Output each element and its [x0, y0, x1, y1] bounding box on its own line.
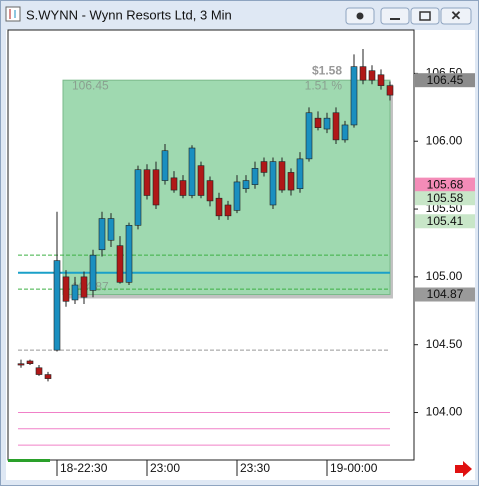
price-tag-label: 106.45: [427, 73, 464, 87]
candle-body: [377, 74, 385, 86]
candle-body: [107, 218, 115, 241]
price-tag: [415, 73, 475, 88]
candle-body: [206, 180, 214, 202]
price-tag: [415, 287, 475, 302]
candle-body: [134, 169, 142, 226]
candle-body: [251, 168, 259, 185]
candle-body: [26, 360, 34, 364]
candle-body: [188, 147, 196, 196]
x-tick-label: 18-22:30: [60, 461, 108, 475]
candle-body: [116, 245, 124, 283]
candle-body: [341, 124, 349, 141]
minimize-button[interactable]: [380, 7, 410, 25]
candle-body: [260, 161, 268, 173]
candle-body: [305, 112, 313, 160]
candle-body: [152, 169, 160, 206]
candle-body: [368, 70, 376, 81]
candle-body: [215, 197, 223, 217]
price-tag-label: 105.68: [427, 177, 464, 191]
price-tag-label: 104.87: [427, 287, 464, 301]
measure-change: $1.58: [312, 63, 342, 77]
scroll-arrow[interactable]: [455, 461, 472, 477]
candle-body: [125, 225, 133, 283]
y-tick-label: 106.00: [426, 133, 463, 147]
candle-body: [359, 66, 367, 81]
y-tick-label: 104.50: [426, 337, 463, 351]
candle-body: [53, 260, 61, 351]
candle-body: [386, 85, 394, 96]
price-tag: [415, 177, 475, 192]
candle-body: [80, 276, 88, 298]
price-tag-label: 105.58: [427, 191, 464, 205]
candle-body: [269, 161, 277, 206]
price-tag: [415, 191, 475, 206]
candle-body: [314, 117, 322, 128]
x-tick-label: 19-00:00: [330, 461, 378, 475]
scroll-indicator: [8, 459, 50, 462]
candle-body: [332, 112, 340, 141]
candle-body: [161, 150, 169, 181]
candle-body: [224, 204, 232, 217]
candle-body: [44, 374, 52, 379]
candle-body: [323, 117, 331, 130]
measure-box: [62, 79, 391, 296]
candle-body: [350, 66, 358, 126]
candle-body: [143, 169, 151, 196]
window-title: S.WYNN - Wynn Resorts Ltd, 3 Min: [26, 7, 232, 22]
measure-percent: 1.51 %: [305, 78, 343, 92]
candle-body: [89, 254, 97, 291]
candle-body: [35, 367, 43, 375]
candle-body: [278, 161, 286, 191]
candle-body: [170, 177, 178, 191]
x-tick-label: 23:30: [240, 461, 270, 475]
x-tick-label: 23:00: [150, 461, 180, 475]
candle-body: [242, 180, 250, 190]
app-icon: [5, 6, 21, 22]
close-button[interactable]: [440, 7, 472, 25]
candle-body: [98, 218, 106, 251]
measure-high-label: 106.45: [72, 78, 109, 92]
candle-body: [71, 284, 79, 301]
candle-body: [17, 363, 25, 366]
candle-body: [179, 180, 187, 196]
price-tag: [415, 214, 475, 229]
y-tick-label: 105.00: [426, 269, 463, 283]
candle-body: [197, 165, 205, 196]
maximize-icon: [419, 11, 431, 21]
candle-body: [287, 172, 295, 191]
close-icon: ✕: [451, 8, 462, 23]
candle-body: [62, 276, 70, 302]
candle-body: [233, 181, 241, 211]
y-tick-label: 104.00: [426, 405, 463, 419]
pin-icon: [356, 12, 364, 20]
candle-body: [296, 158, 304, 190]
price-tag-label: 105.41: [427, 214, 464, 228]
maximize-button[interactable]: [410, 7, 440, 25]
